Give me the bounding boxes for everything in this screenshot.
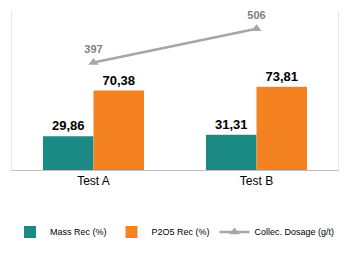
svg-text:P2O5 Rec (%): P2O5 Rec (%) xyxy=(152,227,210,237)
svg-text:29,86: 29,86 xyxy=(52,118,85,133)
svg-text:Test B: Test B xyxy=(240,174,273,188)
svg-text:Mass Rec (%): Mass Rec (%) xyxy=(50,227,107,237)
svg-text:70,38: 70,38 xyxy=(102,73,135,88)
svg-text:Test A: Test A xyxy=(77,174,110,188)
svg-text:31,31: 31,31 xyxy=(215,117,248,132)
svg-text:506: 506 xyxy=(247,9,265,21)
svg-text:73,81: 73,81 xyxy=(265,69,298,84)
svg-text:397: 397 xyxy=(84,43,102,55)
svg-text:Collec. Dosage (g/t): Collec. Dosage (g/t) xyxy=(255,227,335,237)
